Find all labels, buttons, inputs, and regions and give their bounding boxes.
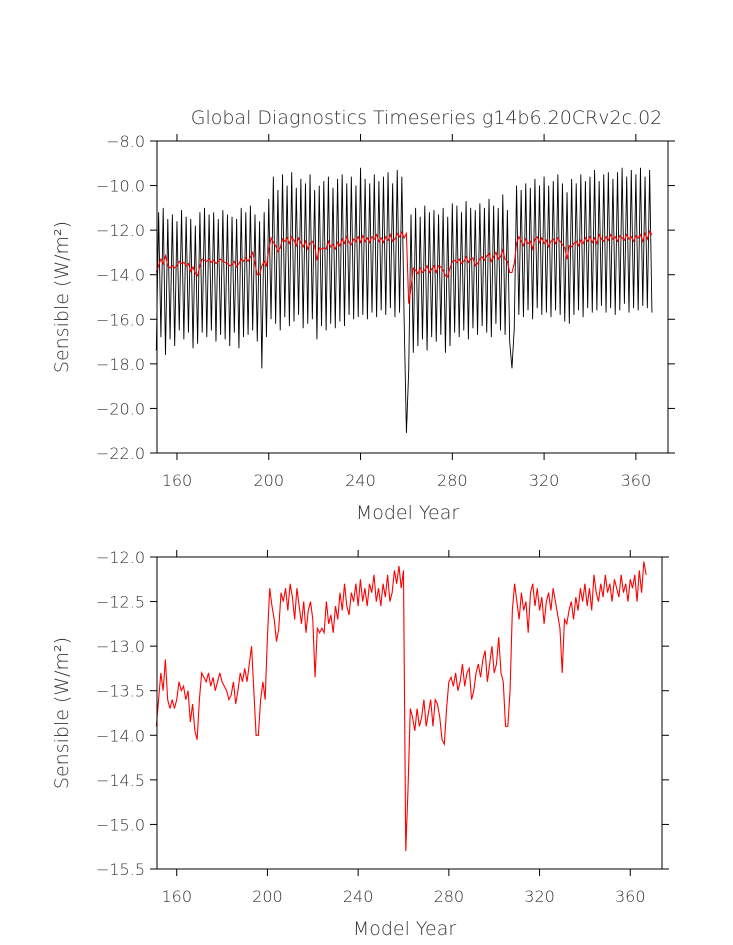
y-tick-label: −20.0 [96,399,145,418]
series-line [155,229,653,304]
x-tick-label: 280 [434,887,465,906]
series-line [155,561,647,852]
y-tick-label: −22.0 [96,444,145,463]
y-axis-label: Sensible (W/m²) [51,637,73,789]
y-tick-label: −14.5 [96,771,145,790]
y-tick-label: −15.0 [96,815,145,834]
x-tick-label: 360 [621,471,652,490]
y-tick-label: −12.0 [96,548,145,567]
y-axis-label: Sensible (W/m²) [51,221,73,373]
y-tick-label: −14.0 [96,726,145,745]
y-tick-label: −12.5 [96,593,145,612]
x-tick-label: 320 [529,471,560,490]
y-tick-label: −12.0 [96,221,145,240]
x-tick-label: 360 [615,887,646,906]
y-tick-label: −13.0 [96,637,145,656]
x-axis-label: Model Year [353,918,457,940]
y-tick-label: −14.0 [96,266,145,285]
chart-title: Global Diagnostics Timeseries g14b6.20CR… [191,107,663,129]
x-tick-label: 200 [252,887,283,906]
x-tick-label: 160 [162,471,193,490]
y-tick-label: −15.5 [96,860,145,879]
plot-frame [156,556,663,870]
series-line [155,167,653,433]
plot-frame [156,140,669,454]
x-tick-label: 280 [437,471,468,490]
y-tick-label: −18.0 [96,355,145,374]
x-tick-label: 240 [345,471,376,490]
x-axis-label: Model Year [356,502,460,524]
y-tick-label: −8.0 [106,132,145,151]
y-tick-label: −10.0 [96,177,145,196]
x-tick-label: 200 [253,471,284,490]
y-tick-label: −13.5 [96,682,145,701]
x-tick-label: 160 [161,887,192,906]
y-tick-label: −16.0 [96,310,145,329]
x-tick-label: 240 [343,887,374,906]
x-tick-label: 320 [524,887,555,906]
